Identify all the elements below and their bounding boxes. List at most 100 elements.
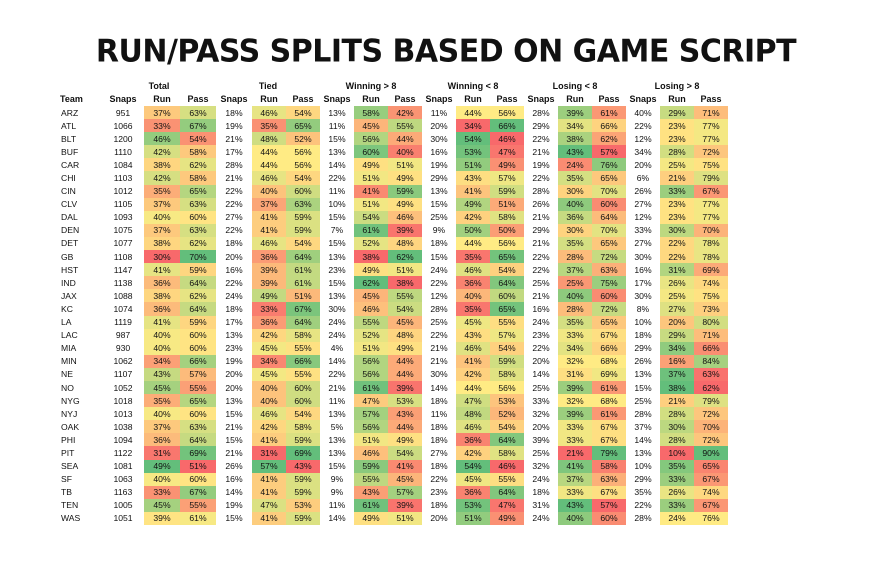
winning-lt8-snaps-cell: 25% — [430, 317, 448, 328]
losing-gt8-snaps-cell: 29% — [634, 343, 652, 354]
tied-pass-cell: 61% — [286, 263, 320, 277]
winning-gt8-run-cell: 55% — [354, 472, 388, 486]
team-cell: NO — [61, 382, 74, 393]
losing-gt8-pass-cell: 74% — [694, 485, 728, 499]
team-cell: MIN — [61, 356, 77, 367]
table-row: ATL 1066 33% 67% 19% 35% 65% 11% 45% 55% 20% 34% 66%… — [60, 119, 728, 133]
winning-lt8-snaps-cell: 24% — [430, 264, 448, 275]
team-cell: LAC — [61, 330, 78, 341]
total-pass-cell: 54% — [180, 132, 216, 146]
losing-gt8-run-cell: 16% — [660, 354, 694, 368]
total-snaps-cell: 1052 — [113, 382, 133, 393]
total-pass-cell: 60% — [180, 341, 216, 355]
total-snaps-cell: 987 — [115, 330, 131, 341]
losing-lt8-snaps-cell: 24% — [532, 317, 550, 328]
table-row: NO 1052 45% 55% 20% 40% 60% 21% 61% 39% 14% 44% 56% 2… — [60, 380, 728, 395]
winning-gt8-snaps-cell: 15% — [328, 238, 346, 249]
winning-gt8-run-cell: 60% — [354, 145, 388, 159]
winning-gt8-pass-cell: 51% — [388, 511, 422, 525]
losing-gt8-pass-cell: 78% — [694, 250, 728, 264]
winning-lt8-snaps-cell: 22% — [430, 474, 448, 485]
tied-snaps-cell: 14% — [225, 487, 243, 498]
total-snaps-cell: 1051 — [113, 513, 133, 524]
tied-pass-cell: 66% — [286, 354, 320, 368]
winning-gt8-pass-cell: 48% — [388, 328, 422, 342]
total-snaps-cell: 1119 — [114, 317, 132, 328]
losing-lt8-pass-cell: 66% — [592, 119, 626, 133]
winning-lt8-pass-cell: 47% — [490, 145, 524, 159]
winning-lt8-snaps-cell: 14% — [430, 382, 448, 393]
tied-run-cell: 35% — [252, 119, 286, 133]
losing-lt8-run-cell: 43% — [558, 498, 592, 512]
team-cell: ATL — [61, 120, 77, 131]
tied-snaps-cell: 26% — [225, 461, 243, 472]
tied-pass-cell: 59% — [286, 433, 320, 447]
losing-gt8-snaps-cell: 30% — [634, 251, 652, 262]
winning-gt8-run-cell: 49% — [354, 158, 388, 172]
total-run-cell: 36% — [144, 433, 180, 447]
team-cell: NYJ — [61, 408, 78, 419]
losing-lt8-pass-cell: 65% — [592, 171, 626, 185]
tied-pass-cell: 65% — [286, 119, 320, 133]
losing-lt8-snaps-cell: 28% — [532, 107, 550, 118]
column-header-llt8-snaps: Snaps — [527, 94, 555, 104]
losing-gt8-snaps-cell: 13% — [634, 369, 652, 380]
tied-run-cell: 37% — [252, 197, 286, 211]
winning-lt8-snaps-cell: 22% — [430, 277, 448, 288]
winning-gt8-snaps-cell: 11% — [328, 500, 346, 511]
losing-lt8-pass-cell: 61% — [592, 380, 626, 395]
team-cell: IND — [61, 277, 76, 288]
losing-gt8-run-cell: 38% — [660, 380, 694, 395]
losing-lt8-snaps-cell: 24% — [532, 513, 550, 524]
losing-gt8-pass-cell: 66% — [694, 341, 728, 355]
losing-gt8-run-cell: 22% — [660, 250, 694, 264]
total-snaps-cell: 1200 — [113, 133, 133, 144]
total-run-cell: 30% — [144, 250, 180, 264]
table-row: BLT 1200 46% 54% 21% 48% 52% 15% 56% 44% 30% 54% 46%… — [60, 132, 728, 146]
winning-gt8-pass-cell: 54% — [388, 302, 422, 316]
column-header-total-snaps: Snaps — [109, 94, 137, 104]
tied-pass-cell: 61% — [286, 276, 320, 290]
total-run-cell: 41% — [144, 315, 180, 329]
winning-lt8-run-cell: 50% — [456, 223, 490, 237]
losing-gt8-run-cell: 28% — [660, 145, 694, 159]
losing-gt8-snaps-cell: 28% — [634, 408, 652, 419]
tied-snaps-cell: 19% — [225, 120, 243, 131]
winning-gt8-pass-cell: 46% — [388, 210, 422, 224]
losing-gt8-run-cell: 25% — [660, 158, 694, 172]
winning-gt8-pass-cell: 44% — [388, 367, 422, 381]
losing-lt8-run-cell: 36% — [558, 210, 592, 224]
losing-lt8-pass-cell: 60% — [592, 289, 626, 303]
winning-gt8-pass-cell: 48% — [388, 236, 422, 251]
losing-gt8-pass-cell: 75% — [694, 158, 728, 172]
winning-lt8-snaps-cell: 9% — [432, 225, 446, 236]
losing-lt8-run-cell: 40% — [558, 289, 592, 303]
winning-lt8-pass-cell: 57% — [490, 171, 524, 185]
losing-gt8-pass-cell: 74% — [694, 276, 728, 290]
column-header-wgt8-pass: Pass — [394, 94, 416, 104]
table-row: GB 1108 30% 70% 20% 36% 64% 13% 38% 62% 15% 35% 65% 2… — [60, 250, 728, 264]
losing-gt8-snaps-cell: 33% — [634, 225, 652, 236]
winning-lt8-run-cell: 36% — [456, 485, 490, 499]
losing-lt8-run-cell: 35% — [558, 171, 592, 185]
winning-gt8-run-cell: 51% — [354, 197, 388, 211]
total-pass-cell: 64% — [180, 276, 216, 290]
column-header-total-pass: Pass — [187, 94, 209, 104]
winning-gt8-run-cell: 45% — [354, 289, 388, 303]
winning-lt8-run-cell: 51% — [456, 511, 490, 525]
tied-run-cell: 57% — [252, 459, 286, 473]
total-pass-cell: 69% — [180, 446, 216, 460]
losing-lt8-run-cell: 39% — [558, 407, 592, 421]
tied-run-cell: 39% — [252, 276, 286, 290]
winning-gt8-pass-cell: 39% — [388, 223, 422, 237]
winning-gt8-snaps-cell: 15% — [328, 461, 346, 472]
team-cell: DET — [61, 238, 79, 249]
tied-snaps-cell: 17% — [225, 317, 243, 328]
losing-gt8-pass-cell: 79% — [694, 171, 728, 185]
losing-gt8-run-cell: 23% — [660, 132, 694, 146]
table-row: CHI 1103 42% 58% 21% 46% 54% 22% 51% 49% 29% 43% 57%… — [60, 171, 728, 185]
losing-lt8-snaps-cell: 21% — [532, 290, 550, 301]
losing-lt8-pass-cell: 60% — [592, 197, 626, 211]
winning-lt8-pass-cell: 47% — [490, 498, 524, 512]
winning-gt8-pass-cell: 49% — [388, 433, 422, 447]
